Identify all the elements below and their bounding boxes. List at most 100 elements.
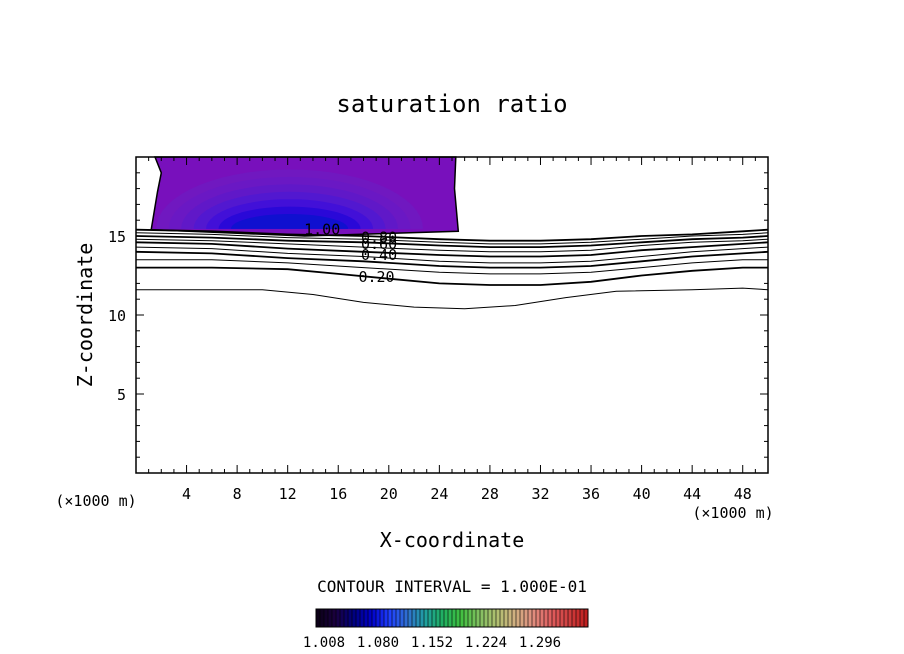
x-tick-label-20: 20 (380, 485, 398, 503)
contour-lines (135, 228, 769, 310)
colorbar-cell (396, 609, 400, 627)
x-tick-label-12: 12 (279, 485, 297, 503)
contour-label-1.00: 1.00 (304, 221, 340, 239)
x-tick-label-8: 8 (233, 485, 242, 503)
colorbar-cell (344, 609, 348, 627)
colorbar (315, 609, 588, 627)
colorbar-cell (440, 609, 444, 627)
colorbar-cell (420, 609, 424, 627)
colorbar-cell (380, 609, 384, 627)
x-axis-label: X-coordinate (380, 528, 525, 552)
x-axis-ticks: 4 8 12 16 20 24 28 32 36 40 44 48 (148, 157, 756, 503)
colorbar-cell (324, 609, 328, 627)
colorbar-cell (400, 609, 404, 627)
colorbar-cell (340, 609, 344, 627)
contour-labels: 1.00 0.800.600.40 0.20 (304, 221, 397, 286)
x-tick-label-44: 44 (683, 485, 701, 503)
colorbar-cell (504, 609, 508, 627)
colorbar-cell (384, 609, 388, 627)
contour-line-0.2 (136, 266, 768, 286)
contour-label-0.40: 0.40 (361, 246, 397, 264)
colorbar-cell (368, 609, 372, 627)
colorbar-cell (432, 609, 436, 627)
colorbar-cell (424, 609, 428, 627)
colorbar-cell (544, 609, 548, 627)
colorbar-cell (364, 609, 368, 627)
contour-label-0.60: 0.60 (361, 235, 397, 253)
x-tick-label-32: 32 (531, 485, 549, 503)
colorbar-cell (388, 609, 392, 627)
colorbar-cell (552, 609, 556, 627)
colorbar-cell (448, 609, 452, 627)
x-tick-label-48: 48 (734, 485, 752, 503)
colorbar-labels: 1.008 1.080 1.152 1.224 1.296 (303, 635, 561, 651)
colorbar-cell (576, 609, 580, 627)
x-tick-label-36: 36 (582, 485, 600, 503)
contour-line-0.4 (135, 250, 769, 269)
colorbar-frame (315, 608, 589, 628)
colorbar-cell (568, 609, 572, 627)
colorbar-cell (520, 609, 524, 627)
chart-title: saturation ratio (336, 90, 567, 118)
y-unit-label: (×1000 m) (55, 492, 136, 510)
colorbar-cell (500, 609, 504, 627)
x-tick-label-4: 4 (182, 485, 191, 503)
x-tick-label-40: 40 (633, 485, 651, 503)
contour-line-0.5 (135, 246, 769, 264)
colorbar-cell (488, 609, 492, 627)
colorbar-cell (348, 609, 352, 627)
colorbar-cell (320, 609, 324, 627)
contour-line-0.7 (135, 238, 769, 253)
colorbar-cell (416, 609, 420, 627)
colorbar-cell (512, 609, 516, 627)
colorbar-cell (356, 609, 360, 627)
colorbar-cell (444, 609, 448, 627)
colorbar-cell (492, 609, 496, 627)
y-axis-label: Z-coordinate (73, 243, 97, 388)
colorbar-cell (360, 609, 364, 627)
contour-line-0.8 (135, 235, 769, 248)
colorbar-label-1.080: 1.080 (357, 635, 399, 651)
colorbar-cell (496, 609, 500, 627)
colorbar-cell (332, 609, 336, 627)
colorbar-cell (392, 609, 396, 627)
x-tick-label-28: 28 (481, 485, 499, 503)
colorbar-label-1.224: 1.224 (465, 635, 507, 651)
y-tick-label-10: 10 (108, 307, 126, 325)
colorbar-cell (376, 609, 380, 627)
colorbar-cell (336, 609, 340, 627)
colorbar-cell (480, 609, 484, 627)
colorbar-cell (472, 609, 476, 627)
contour-line-1.0 (135, 228, 769, 242)
x-tick-label-16: 16 (329, 485, 347, 503)
colorbar-cell (572, 609, 576, 627)
colorbar-label-1.008: 1.008 (303, 635, 345, 651)
colorbar-cell (464, 609, 468, 627)
colorbar-label-1.296: 1.296 (519, 635, 561, 651)
colorbar-cell (560, 609, 564, 627)
colorbar-cell (408, 609, 412, 627)
colorbar-cell (556, 609, 560, 627)
colorbar-cell (532, 609, 536, 627)
colorbar-cell (436, 609, 440, 627)
colorbar-cell (460, 609, 464, 627)
colorbar-cell (516, 609, 520, 627)
y-axis-ticks: 5 10 15 (108, 172, 768, 458)
colorbar-cell (452, 609, 456, 627)
contour-line-0.3 (136, 259, 768, 275)
colorbar-cell (508, 609, 512, 627)
x-tick-label-24: 24 (430, 485, 448, 503)
y-tick-label-5: 5 (117, 386, 126, 404)
colorbar-cell (580, 609, 584, 627)
fill-band-0 (231, 214, 349, 229)
contour-line-0.9 (135, 232, 769, 245)
colorbar-cell (548, 609, 552, 627)
colorbar-cell (528, 609, 532, 627)
colorbar-label-1.152: 1.152 (411, 635, 453, 651)
y-tick-label-15: 15 (108, 228, 126, 246)
colorbar-cell (328, 609, 332, 627)
filled-contour-region (150, 156, 460, 237)
colorbar-cell (404, 609, 408, 627)
colorbar-cell (316, 609, 320, 627)
